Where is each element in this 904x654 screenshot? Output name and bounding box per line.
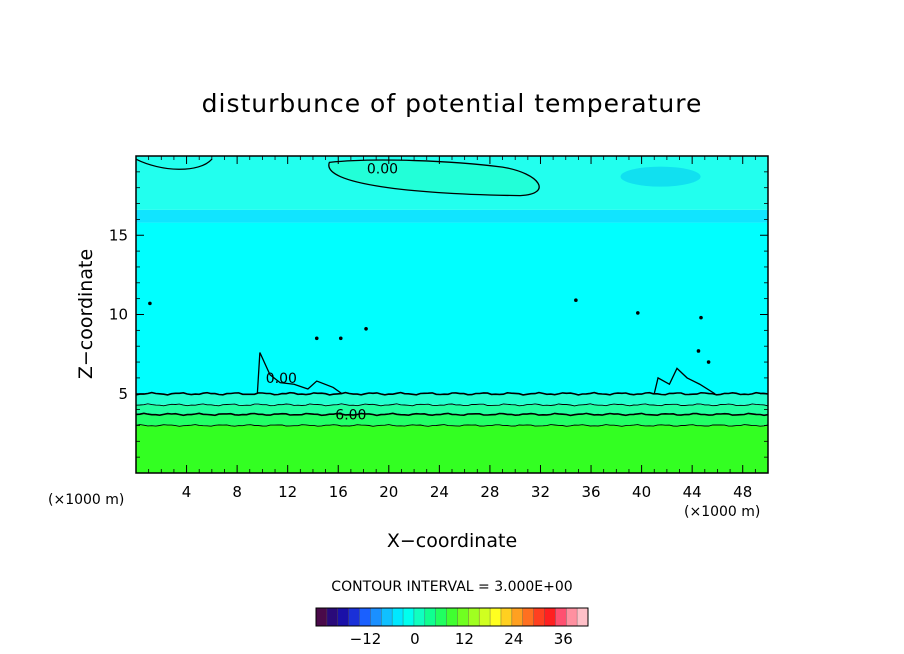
x-tick-label-32: 32	[531, 483, 550, 501]
colorbar-swatch-5	[370, 608, 382, 626]
contour-line-2	[136, 412, 768, 417]
x-unit-left: (×1000 m)	[48, 492, 124, 508]
x-tick-label-8: 8	[232, 483, 242, 501]
colorbar-swatch-24	[577, 608, 589, 626]
x-axis-label: X−coordinate	[387, 530, 517, 552]
colorbar-swatch-18	[511, 608, 524, 626]
contour-dot-8	[696, 349, 701, 353]
contour-dot-2	[338, 336, 343, 341]
colorbar-tick-label-3: 24	[504, 630, 523, 648]
colorbar-swatch-17	[500, 608, 513, 626]
colorbar-swatch-7	[392, 608, 404, 626]
contour-line-3	[136, 424, 768, 427]
colorbar	[315, 607, 589, 627]
colorbar-swatch-15	[479, 608, 491, 626]
y-tick-label-10: 10	[109, 306, 128, 324]
colorbar-swatch-0	[316, 608, 328, 626]
x-tick-label-16: 16	[329, 483, 348, 501]
y-axis-label: Z−coordinate	[75, 249, 97, 379]
colorbar-tick-label-4: 36	[554, 630, 573, 648]
colorbar-swatch-16	[490, 608, 502, 626]
y-tick-label-15: 15	[109, 226, 128, 244]
x-axis-ticks: 4 8 12 16 20 24 28 32 36 40 44 48	[148, 156, 756, 501]
x-tick-label-4: 4	[182, 483, 192, 501]
layer-1	[136, 414, 768, 426]
colorbar-swatch-2	[337, 608, 349, 626]
contour-lines	[136, 158, 768, 427]
colorbar-ticks: −12 0 12 24 36	[350, 630, 573, 648]
contour-labels: 0.00 0.00 6.00	[266, 162, 398, 424]
colorbar-swatch-4	[359, 608, 371, 626]
contour-line-0	[136, 391, 768, 396]
x-tick-label-36: 36	[581, 483, 600, 501]
colorbar-tick-label-1: 0	[410, 630, 420, 648]
convective-contour-east	[653, 367, 716, 395]
colorbar-swatch-14	[468, 608, 480, 626]
colorbar-swatch-1	[326, 608, 339, 626]
colorbar-tick-label-0: −12	[350, 630, 382, 648]
colorbar-tick-label-2: 12	[455, 630, 474, 648]
colorbar-swatch-11	[435, 608, 447, 626]
colorbar-swatch-20	[533, 608, 545, 626]
layer-0	[136, 425, 768, 473]
contour-dot-6	[699, 315, 703, 320]
contour-label-2: 6.00	[335, 407, 366, 423]
contour-label-1: 0.00	[266, 371, 297, 387]
colorbar-swatch-12	[446, 608, 458, 626]
contour-dot-5	[636, 311, 640, 315]
layer-4	[136, 222, 768, 394]
colorbar-swatch-6	[381, 608, 393, 626]
colorbar-swatch-3	[348, 608, 360, 626]
contour-dot-0	[148, 301, 152, 306]
layer-3	[136, 393, 768, 405]
contour-dot-7	[706, 360, 711, 364]
contour-interval-text: CONTOUR INTERVAL = 3.000E+00	[331, 579, 572, 595]
x-tick-label-44: 44	[683, 483, 702, 501]
colorbar-swatch-9	[413, 608, 426, 626]
plot-area	[136, 156, 768, 473]
x-tick-label-48: 48	[733, 483, 752, 501]
colorbar-swatch-21	[544, 608, 556, 626]
colorbar-swatch-13	[457, 608, 469, 626]
x-unit-right: (×1000 m)	[684, 504, 760, 520]
colorbar-swatch-8	[403, 608, 415, 626]
y-axis-ticks: 5 10 15	[109, 171, 768, 458]
x-tick-label-24: 24	[430, 483, 449, 501]
upper-left-contour	[136, 158, 213, 170]
colorbar-swatch-19	[522, 608, 534, 626]
x-tick-label-28: 28	[480, 483, 499, 501]
contour-dot-4	[574, 298, 578, 303]
colorbar-swatch-23	[566, 608, 578, 626]
x-tick-label-12: 12	[278, 483, 297, 501]
y-tick-label-5: 5	[118, 385, 128, 403]
convective-contour-west	[256, 352, 343, 395]
upper-contour	[328, 159, 540, 197]
contour-dot-3	[364, 326, 368, 331]
colorbar-frame	[315, 607, 589, 627]
layer-5	[136, 209, 768, 223]
chart-title: disturbunce of potential temperature	[202, 89, 703, 118]
colorbar-swatch-22	[555, 608, 567, 626]
x-tick-label-40: 40	[632, 483, 651, 501]
x-tick-label-20: 20	[379, 483, 398, 501]
contour-dot-1	[314, 336, 319, 341]
contour-line-1	[136, 403, 768, 407]
contour-label-0: 0.00	[367, 162, 398, 178]
layer-2	[136, 404, 768, 415]
colorbar-swatch-10	[424, 608, 436, 626]
upper-cold-patch	[620, 166, 701, 187]
